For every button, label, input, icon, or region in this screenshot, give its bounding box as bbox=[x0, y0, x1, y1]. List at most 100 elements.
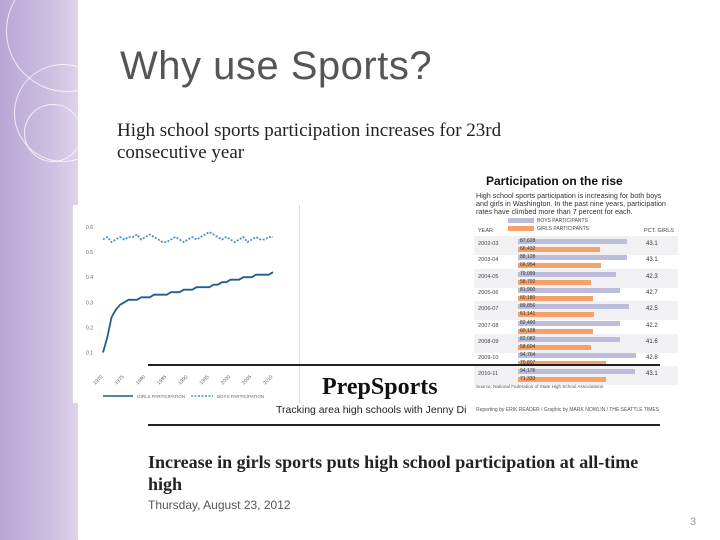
row-year: 2010-11 bbox=[478, 371, 499, 378]
row-year: 2005-06 bbox=[478, 289, 499, 296]
pct-girls-value: 42.3 bbox=[646, 273, 658, 280]
legend-boys: BOYS PARTICIPANTS bbox=[508, 218, 588, 224]
bar-girls bbox=[518, 328, 593, 334]
bar-girls bbox=[518, 377, 607, 383]
article-date: Thursday, August 23, 2012 bbox=[148, 498, 291, 512]
value-label-girls: 58,792 bbox=[520, 278, 536, 285]
x-tick-label: 1980 bbox=[135, 374, 147, 386]
bar-girls bbox=[518, 361, 606, 367]
bar-boys bbox=[518, 304, 630, 310]
article-headline-top: High school sports participation increas… bbox=[117, 120, 502, 163]
value-label-boys: 79,099 bbox=[520, 270, 536, 277]
infographic-subtitle: High school sports participation is incr… bbox=[476, 191, 666, 217]
legend-swatch-girls bbox=[508, 226, 534, 232]
legend-label-boys: BOYS PARTICIPATION bbox=[217, 394, 264, 399]
bar-boys bbox=[518, 287, 620, 293]
y-tick-label: 0.4 bbox=[86, 275, 93, 281]
divider-line bbox=[148, 424, 660, 426]
x-tick-label: 1975 bbox=[114, 374, 126, 386]
infographic-row: 2003-04 88,128 66,954 43.1 bbox=[474, 252, 678, 271]
infographic-row: 2008-09 82,082 58,604 41.6 bbox=[474, 333, 678, 353]
value-label-boys: 82,490 bbox=[520, 319, 536, 326]
pct-girls-value: 42.7 bbox=[646, 289, 658, 296]
legend-swatch-boys bbox=[508, 218, 534, 224]
x-tick-label: 2000 bbox=[220, 374, 232, 386]
infographic-row: 2010-11 94,176 71,333 43.1 bbox=[474, 366, 678, 386]
series-line-boys bbox=[102, 230, 273, 244]
page-number: 3 bbox=[690, 516, 697, 528]
value-label-girls: 70,807 bbox=[520, 360, 536, 367]
value-label-boys: 88,128 bbox=[520, 254, 536, 261]
bar-girls bbox=[518, 344, 591, 350]
bar-boys bbox=[518, 336, 620, 342]
bar-girls bbox=[518, 312, 594, 318]
row-year: 2006-07 bbox=[478, 306, 499, 313]
y-tick-label: 0.1 bbox=[86, 350, 93, 356]
participation-infographic: Participation on the rise High school sp… bbox=[464, 172, 678, 420]
infographic-row: 2004-05 79,099 58,792 42.3 bbox=[474, 268, 678, 288]
value-label-girls: 66,432 bbox=[520, 246, 536, 252]
x-tick-label: 1985 bbox=[156, 374, 168, 386]
value-label-boys: 89,856 bbox=[520, 303, 536, 310]
bar-boys bbox=[518, 239, 627, 244]
legend-label-girls: GIRLS PARTICIPATION bbox=[137, 394, 185, 399]
bar-boys bbox=[518, 369, 635, 375]
pct-girls-value: 42.2 bbox=[646, 322, 658, 329]
y-tick-label: 0.3 bbox=[86, 300, 93, 306]
line-chart-svg: 0.6 0.5 0.4 0.3 0.2 0.1 1970 1975 1980 1985 1990 19… bbox=[86, 225, 275, 399]
infographic-credit: Reporting by ERIK READER / Graphic by MA… bbox=[476, 407, 660, 413]
decorative-ring bbox=[24, 104, 82, 162]
prep-sports-logo: PrepSports bbox=[322, 374, 438, 400]
value-label-girls: 71,333 bbox=[520, 376, 536, 383]
bar-girls bbox=[518, 263, 602, 269]
row-year: 2002-03 bbox=[478, 241, 499, 247]
value-label-boys: 94,176 bbox=[520, 368, 536, 375]
y-tick-label: 0.5 bbox=[86, 250, 93, 256]
value-label-boys: 87,628 bbox=[520, 238, 536, 244]
x-tick-label: 1995 bbox=[199, 374, 211, 386]
value-label-girls: 60,128 bbox=[520, 327, 536, 334]
pct-girls-value: 43.1 bbox=[646, 371, 658, 378]
row-year: 2008-09 bbox=[478, 338, 499, 345]
value-label-girls: 60,180 bbox=[520, 294, 536, 301]
legend-label-girls: GIRLS PARTICIPANTS bbox=[537, 226, 589, 232]
value-label-boys: 82,082 bbox=[520, 335, 536, 342]
decorative-ring bbox=[14, 64, 112, 162]
y-tick-label: 0.2 bbox=[86, 325, 93, 331]
series-line-girls bbox=[102, 271, 274, 353]
legend-label-boys: BOYS PARTICIPANTS bbox=[537, 218, 588, 224]
infographic-row: 2009-10 94,764 70,807 42.8 bbox=[474, 350, 678, 369]
y-tick-label: 0.6 bbox=[86, 225, 93, 231]
pct-girls-value: 42.8 bbox=[646, 355, 658, 362]
pct-girls-value: 42.5 bbox=[646, 306, 658, 313]
value-label-boys: 81,900 bbox=[520, 286, 536, 293]
bar-girls bbox=[518, 295, 593, 301]
bar-boys bbox=[518, 271, 617, 277]
participation-line-chart: 0.6 0.5 0.4 0.3 0.2 0.1 1970 1975 1980 1985 1990 19… bbox=[72, 205, 300, 403]
infographic-row: 2006-07 89,856 61,141 42.5 bbox=[474, 301, 678, 321]
column-header-pct-girls: PCT. GIRLS bbox=[644, 228, 674, 234]
row-year: 2003-04 bbox=[478, 257, 499, 264]
bar-girls bbox=[518, 247, 601, 252]
x-tick-label: 2005 bbox=[241, 374, 253, 386]
row-year: 2009-10 bbox=[478, 355, 499, 362]
value-label-girls: 66,954 bbox=[520, 262, 536, 269]
pct-girls-value: 41.6 bbox=[646, 338, 658, 345]
slide-sidebar-decoration bbox=[0, 0, 128, 540]
column-header-year: YEAR bbox=[478, 228, 493, 234]
infographic-title: Participation on the rise bbox=[486, 174, 623, 188]
bar-boys bbox=[518, 353, 636, 359]
infographic-source: Source: National Federation of State Hig… bbox=[476, 384, 604, 389]
infographic-row: 2007-08 82,490 60,128 42.2 bbox=[474, 318, 678, 337]
row-year: 2007-08 bbox=[478, 322, 499, 329]
x-tick-label: 1990 bbox=[177, 374, 189, 386]
pct-girls-value: 43.1 bbox=[646, 257, 658, 264]
bar-boys bbox=[518, 320, 621, 326]
prep-sports-tagline: Tracking area high schools with Jenny Di… bbox=[276, 404, 466, 416]
infographic-row: 2005-06 81,900 60,180 42.7 bbox=[474, 285, 678, 304]
bar-boys bbox=[518, 255, 628, 261]
row-year: 2004-05 bbox=[478, 273, 499, 280]
article-headline-bottom: Increase in girls sports puts high schoo… bbox=[148, 452, 639, 494]
divider-line bbox=[148, 364, 660, 366]
legend-girls: GIRLS PARTICIPANTS bbox=[508, 226, 589, 232]
